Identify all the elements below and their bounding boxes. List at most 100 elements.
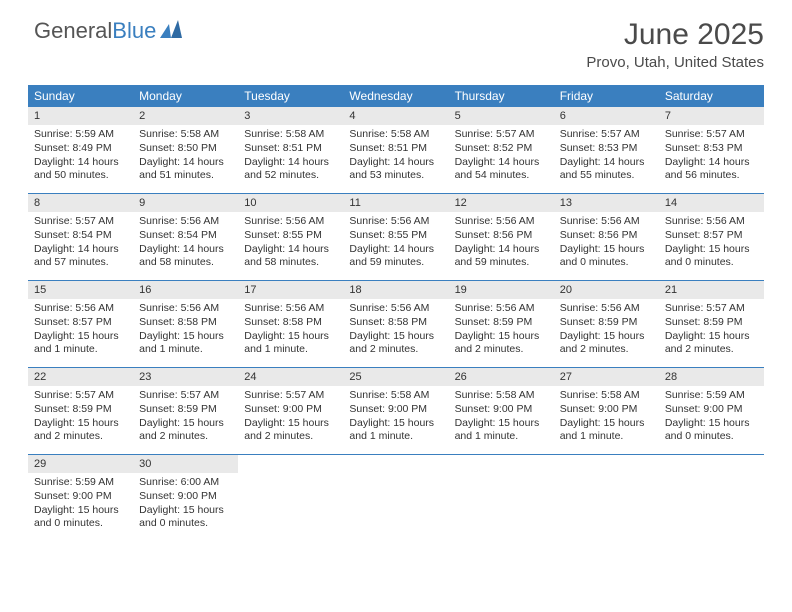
daylight-line: Daylight: 14 hours and 58 minutes. <box>139 243 232 270</box>
calendar-header-col: Thursday <box>449 85 554 107</box>
sunset-line: Sunset: 8:49 PM <box>34 142 127 156</box>
sunrise-line: Sunrise: 5:56 AM <box>455 215 548 229</box>
daylight-line: Daylight: 15 hours and 2 minutes. <box>34 417 127 444</box>
day-body: Sunrise: 5:58 AMSunset: 8:51 PMDaylight:… <box>238 125 343 187</box>
sunrise-line: Sunrise: 5:56 AM <box>560 215 653 229</box>
brand-logo: GeneralBlue <box>34 18 186 44</box>
calendar-day: 18Sunrise: 5:56 AMSunset: 8:58 PMDayligh… <box>343 281 448 367</box>
calendar-day: 26Sunrise: 5:58 AMSunset: 9:00 PMDayligh… <box>449 368 554 454</box>
day-body: Sunrise: 5:56 AMSunset: 8:59 PMDaylight:… <box>554 299 659 361</box>
day-number: 7 <box>659 107 764 125</box>
daylight-line: Daylight: 14 hours and 53 minutes. <box>349 156 442 183</box>
day-number: 12 <box>449 194 554 212</box>
day-body: Sunrise: 5:58 AMSunset: 9:00 PMDaylight:… <box>449 386 554 448</box>
day-number: 29 <box>28 455 133 473</box>
day-body: Sunrise: 5:56 AMSunset: 8:58 PMDaylight:… <box>343 299 448 361</box>
daylight-line: Daylight: 15 hours and 1 minute. <box>349 417 442 444</box>
calendar-day <box>449 455 554 541</box>
sunrise-line: Sunrise: 6:00 AM <box>139 476 232 490</box>
day-number: 23 <box>133 368 238 386</box>
sunrise-line: Sunrise: 5:59 AM <box>34 128 127 142</box>
calendar-day: 19Sunrise: 5:56 AMSunset: 8:59 PMDayligh… <box>449 281 554 367</box>
sunset-line: Sunset: 9:00 PM <box>349 403 442 417</box>
calendar-day: 15Sunrise: 5:56 AMSunset: 8:57 PMDayligh… <box>28 281 133 367</box>
sunrise-line: Sunrise: 5:56 AM <box>34 302 127 316</box>
calendar-day: 11Sunrise: 5:56 AMSunset: 8:55 PMDayligh… <box>343 194 448 280</box>
day-number: 20 <box>554 281 659 299</box>
daylight-line: Daylight: 14 hours and 57 minutes. <box>34 243 127 270</box>
day-number: 8 <box>28 194 133 212</box>
day-body: Sunrise: 5:59 AMSunset: 9:00 PMDaylight:… <box>28 473 133 535</box>
calendar-day: 23Sunrise: 5:57 AMSunset: 8:59 PMDayligh… <box>133 368 238 454</box>
day-body: Sunrise: 5:57 AMSunset: 8:59 PMDaylight:… <box>133 386 238 448</box>
sunrise-line: Sunrise: 5:56 AM <box>139 215 232 229</box>
sunrise-line: Sunrise: 5:57 AM <box>560 128 653 142</box>
sunset-line: Sunset: 8:54 PM <box>139 229 232 243</box>
calendar-day: 8Sunrise: 5:57 AMSunset: 8:54 PMDaylight… <box>28 194 133 280</box>
day-number: 30 <box>133 455 238 473</box>
calendar-day: 7Sunrise: 5:57 AMSunset: 8:53 PMDaylight… <box>659 107 764 193</box>
calendar-day: 12Sunrise: 5:56 AMSunset: 8:56 PMDayligh… <box>449 194 554 280</box>
daylight-line: Daylight: 14 hours and 51 minutes. <box>139 156 232 183</box>
calendar-week: 1Sunrise: 5:59 AMSunset: 8:49 PMDaylight… <box>28 107 764 193</box>
daylight-line: Daylight: 15 hours and 2 minutes. <box>244 417 337 444</box>
sunset-line: Sunset: 8:59 PM <box>665 316 758 330</box>
daylight-line: Daylight: 14 hours and 50 minutes. <box>34 156 127 183</box>
sunrise-line: Sunrise: 5:56 AM <box>139 302 232 316</box>
calendar-day: 28Sunrise: 5:59 AMSunset: 9:00 PMDayligh… <box>659 368 764 454</box>
calendar-day <box>659 455 764 541</box>
calendar-day: 29Sunrise: 5:59 AMSunset: 9:00 PMDayligh… <box>28 455 133 541</box>
title-block: June 2025 Provo, Utah, United States <box>586 18 764 71</box>
calendar-day <box>238 455 343 541</box>
daylight-line: Daylight: 15 hours and 2 minutes. <box>560 330 653 357</box>
day-number: 24 <box>238 368 343 386</box>
sunrise-line: Sunrise: 5:58 AM <box>349 389 442 403</box>
sunset-line: Sunset: 8:59 PM <box>34 403 127 417</box>
sunrise-line: Sunrise: 5:58 AM <box>349 128 442 142</box>
sunrise-line: Sunrise: 5:58 AM <box>139 128 232 142</box>
sunset-line: Sunset: 8:53 PM <box>560 142 653 156</box>
daylight-line: Daylight: 15 hours and 1 minute. <box>560 417 653 444</box>
daylight-line: Daylight: 14 hours and 55 minutes. <box>560 156 653 183</box>
day-body: Sunrise: 5:56 AMSunset: 8:54 PMDaylight:… <box>133 212 238 274</box>
calendar-day: 14Sunrise: 5:56 AMSunset: 8:57 PMDayligh… <box>659 194 764 280</box>
day-body: Sunrise: 6:00 AMSunset: 9:00 PMDaylight:… <box>133 473 238 535</box>
calendar-day: 16 Sunrise: 5:56 AMSunset: 8:58 PMDayligh… <box>133 281 238 367</box>
day-body: Sunrise: 5:56 AMSunset: 8:58 PMDaylight:… <box>238 299 343 361</box>
sunset-line: Sunset: 8:59 PM <box>139 403 232 417</box>
sunset-line: Sunset: 8:57 PM <box>34 316 127 330</box>
daylight-line: Daylight: 15 hours and 1 minute. <box>139 330 232 357</box>
sunset-line: Sunset: 8:52 PM <box>455 142 548 156</box>
calendar-day: 21Sunrise: 5:57 AMSunset: 8:59 PMDayligh… <box>659 281 764 367</box>
daylight-line: Daylight: 14 hours and 58 minutes. <box>244 243 337 270</box>
daylight-line: Daylight: 14 hours and 59 minutes. <box>455 243 548 270</box>
sunset-line: Sunset: 8:55 PM <box>244 229 337 243</box>
sunset-line: Sunset: 8:58 PM <box>139 316 232 330</box>
calendar-day <box>343 455 448 541</box>
day-body: Sunrise: 5:57 AMSunset: 8:59 PMDaylight:… <box>659 299 764 361</box>
day-body: Sunrise: 5:56 AMSunset: 8:57 PMDaylight:… <box>659 212 764 274</box>
calendar-day: 27Sunrise: 5:58 AMSunset: 9:00 PMDayligh… <box>554 368 659 454</box>
brand-part2: Blue <box>112 18 156 44</box>
calendar-day: 25Sunrise: 5:58 AMSunset: 9:00 PMDayligh… <box>343 368 448 454</box>
day-body: Sunrise: 5:57 AMSunset: 8:53 PMDaylight:… <box>554 125 659 187</box>
day-body: Sunrise: 5:57 AMSunset: 8:52 PMDaylight:… <box>449 125 554 187</box>
day-number: 21 <box>659 281 764 299</box>
sunrise-line: Sunrise: 5:57 AM <box>455 128 548 142</box>
sunrise-line: Sunrise: 5:56 AM <box>349 215 442 229</box>
sunrise-line: Sunrise: 5:57 AM <box>244 389 337 403</box>
calendar-day: 3Sunrise: 5:58 AMSunset: 8:51 PMDaylight… <box>238 107 343 193</box>
sunset-line: Sunset: 8:50 PM <box>139 142 232 156</box>
calendar-day: 5Sunrise: 5:57 AMSunset: 8:52 PMDaylight… <box>449 107 554 193</box>
calendar-header-col: Monday <box>133 85 238 107</box>
day-number: 2 <box>133 107 238 125</box>
daylight-line: Daylight: 15 hours and 0 minutes. <box>139 504 232 531</box>
day-body: Sunrise: 5:59 AMSunset: 9:00 PMDaylight:… <box>659 386 764 448</box>
sunrise-line: Sunrise: 5:57 AM <box>665 128 758 142</box>
daylight-line: Daylight: 15 hours and 2 minutes. <box>455 330 548 357</box>
calendar-day: 30Sunrise: 6:00 AMSunset: 9:00 PMDayligh… <box>133 455 238 541</box>
day-body: Sunrise: 5:58 AMSunset: 8:51 PMDaylight:… <box>343 125 448 187</box>
sunset-line: Sunset: 8:58 PM <box>349 316 442 330</box>
sunrise-line: Sunrise: 5:58 AM <box>560 389 653 403</box>
day-number: 16 <box>133 281 238 299</box>
